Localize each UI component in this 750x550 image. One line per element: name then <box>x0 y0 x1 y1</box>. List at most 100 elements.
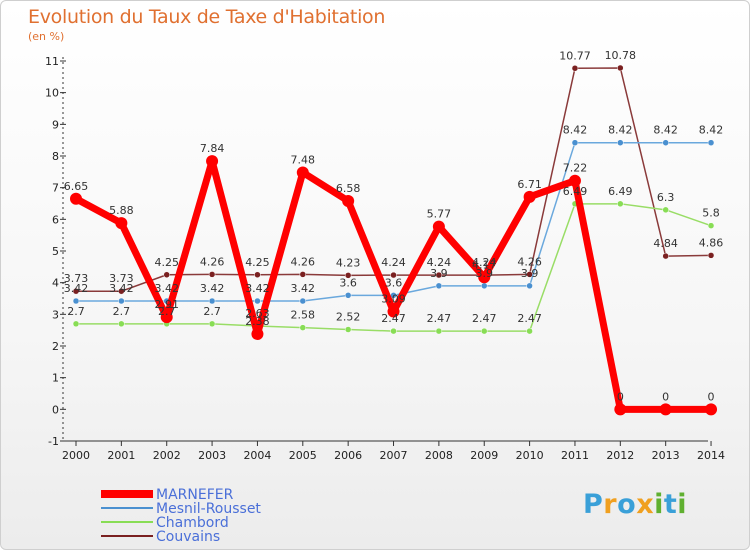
data-label-marnefer: 3.09 <box>381 292 406 305</box>
data-point-mesnil-rousset <box>435 282 443 290</box>
data-label-marnefer: 5.77 <box>427 208 452 221</box>
data-label-chambord: 5.8 <box>702 207 720 220</box>
data-point-couvains <box>662 252 669 260</box>
data-label-marnefer: 6.58 <box>336 182 361 195</box>
data-point-chambord <box>480 327 488 335</box>
legend-label-chambord: Chambord <box>156 515 229 531</box>
data-label-mesnil-rousset: 3.6 <box>385 276 403 289</box>
y-tick-label: 0 <box>52 403 59 416</box>
data-point-marnefer <box>160 311 173 324</box>
data-label-mesnil-rousset: 8.42 <box>699 124 724 137</box>
data-label-marnefer: 0 <box>617 390 624 403</box>
data-point-mesnil-rousset <box>526 282 533 290</box>
data-label-chambord: 2.47 <box>517 312 542 325</box>
data-label-chambord: 6.3 <box>657 191 675 204</box>
data-point-chambord <box>662 206 669 214</box>
data-label-marnefer: 7.48 <box>291 153 316 166</box>
x-tick-label: 2001 <box>107 449 135 462</box>
data-label-marnefer: 6.71 <box>517 178 542 191</box>
data-label-couvains: 3.73 <box>109 272 134 285</box>
data-point-marnefer <box>296 166 309 179</box>
logo-letter: i <box>677 489 688 520</box>
data-label-mesnil-rousset: 3.9 <box>430 267 448 280</box>
logo-letter: x <box>636 489 655 520</box>
data-point-mesnil-rousset <box>118 297 125 305</box>
data-label-couvains: 10.78 <box>605 49 637 62</box>
x-tick-label: 2005 <box>289 449 317 462</box>
data-point-chambord <box>208 320 216 328</box>
data-label-marnefer: 0 <box>662 390 669 403</box>
data-point-couvains <box>163 271 170 278</box>
data-label-mesnil-rousset: 3.9 <box>521 267 539 280</box>
x-tick-label: 2009 <box>470 449 498 462</box>
data-label-marnefer: 0 <box>708 390 715 403</box>
data-label-couvains: 4.25 <box>245 256 270 269</box>
data-point-couvains <box>72 287 80 295</box>
data-label-couvains: 4.86 <box>699 236 724 249</box>
data-label-chambord: 2.58 <box>291 309 316 322</box>
data-label-marnefer: 5.88 <box>109 204 134 217</box>
data-label-couvains: 4.84 <box>653 237 678 250</box>
data-label-couvains: 4.24 <box>427 256 452 269</box>
data-point-chambord <box>707 222 715 229</box>
data-label-couvains: 3.73 <box>64 272 89 285</box>
data-label-mesnil-rousset: 3.6 <box>339 276 357 289</box>
data-label-mesnil-rousset: 3.42 <box>200 282 225 295</box>
chart-unit-label: (en %) <box>28 30 65 43</box>
data-point-marnefer <box>568 174 581 187</box>
data-point-chambord <box>72 320 80 328</box>
data-label-chambord: 2.47 <box>427 312 452 325</box>
data-point-marnefer <box>115 217 128 230</box>
data-label-mesnil-rousset: 8.42 <box>608 124 633 137</box>
data-point-marnefer <box>523 190 536 203</box>
data-label-chambord: 2.52 <box>336 311 361 324</box>
legend-label-marnefer: MARNEFER <box>156 487 234 503</box>
data-point-couvains <box>390 271 397 279</box>
proxiti-logo: Proxiti <box>583 489 687 520</box>
data-point-couvains <box>299 271 307 278</box>
y-tick-label: 6 <box>52 213 59 226</box>
y-tick-label: 5 <box>52 245 59 258</box>
data-label-chambord: 6.49 <box>608 185 633 198</box>
logo-letter: i <box>654 489 664 520</box>
x-tick-label: 2013 <box>652 449 680 462</box>
data-label-chambord: 2.7 <box>158 305 176 318</box>
data-point-couvains <box>571 65 579 72</box>
data-label-mesnil-rousset: 3.9 <box>475 267 493 280</box>
data-label-mesnil-rousset: 8.42 <box>563 124 588 137</box>
data-label-mesnil-rousset: 3.42 <box>291 282 316 295</box>
data-point-chambord <box>118 320 125 328</box>
data-label-chambord: 2.47 <box>381 312 406 325</box>
y-tick-label: 1 <box>52 372 59 385</box>
x-tick-label: 2010 <box>516 449 544 462</box>
data-label-mesnil-rousset: 3.42 <box>154 282 179 295</box>
data-point-marnefer <box>387 305 400 318</box>
logo-letter: r <box>603 489 618 520</box>
data-point-marnefer <box>614 403 627 416</box>
data-point-marnefer <box>251 327 264 340</box>
data-point-mesnil-rousset <box>707 139 715 146</box>
y-tick-label: 2 <box>52 340 59 353</box>
x-tick-label: 2002 <box>153 449 181 462</box>
logo-letter: t <box>663 489 678 520</box>
data-point-mesnil-rousset <box>72 297 80 305</box>
data-label-mesnil-rousset: 3.42 <box>245 282 270 295</box>
data-point-mesnil-rousset <box>662 139 669 146</box>
data-label-couvains: 10.77 <box>559 49 591 62</box>
x-tick-label: 2004 <box>243 449 271 462</box>
data-point-mesnil-rousset <box>208 297 216 305</box>
data-label-couvains: 4.26 <box>517 255 542 268</box>
data-label-chambord: 2.63 <box>245 307 270 320</box>
data-label-marnefer: 7.22 <box>563 162 588 175</box>
y-tick-label: 9 <box>52 118 59 131</box>
data-label-couvains: 4.24 <box>472 256 497 269</box>
legend-label-couvains: Couvains <box>156 529 220 545</box>
data-label-chambord: 2.7 <box>113 305 131 318</box>
data-point-mesnil-rousset <box>571 139 579 146</box>
x-tick-label: 2007 <box>380 449 408 462</box>
data-point-chambord <box>299 324 307 331</box>
y-tick-label: 11 <box>45 55 59 68</box>
data-label-mesnil-rousset: 3.42 <box>109 282 134 295</box>
data-point-chambord <box>435 327 443 335</box>
